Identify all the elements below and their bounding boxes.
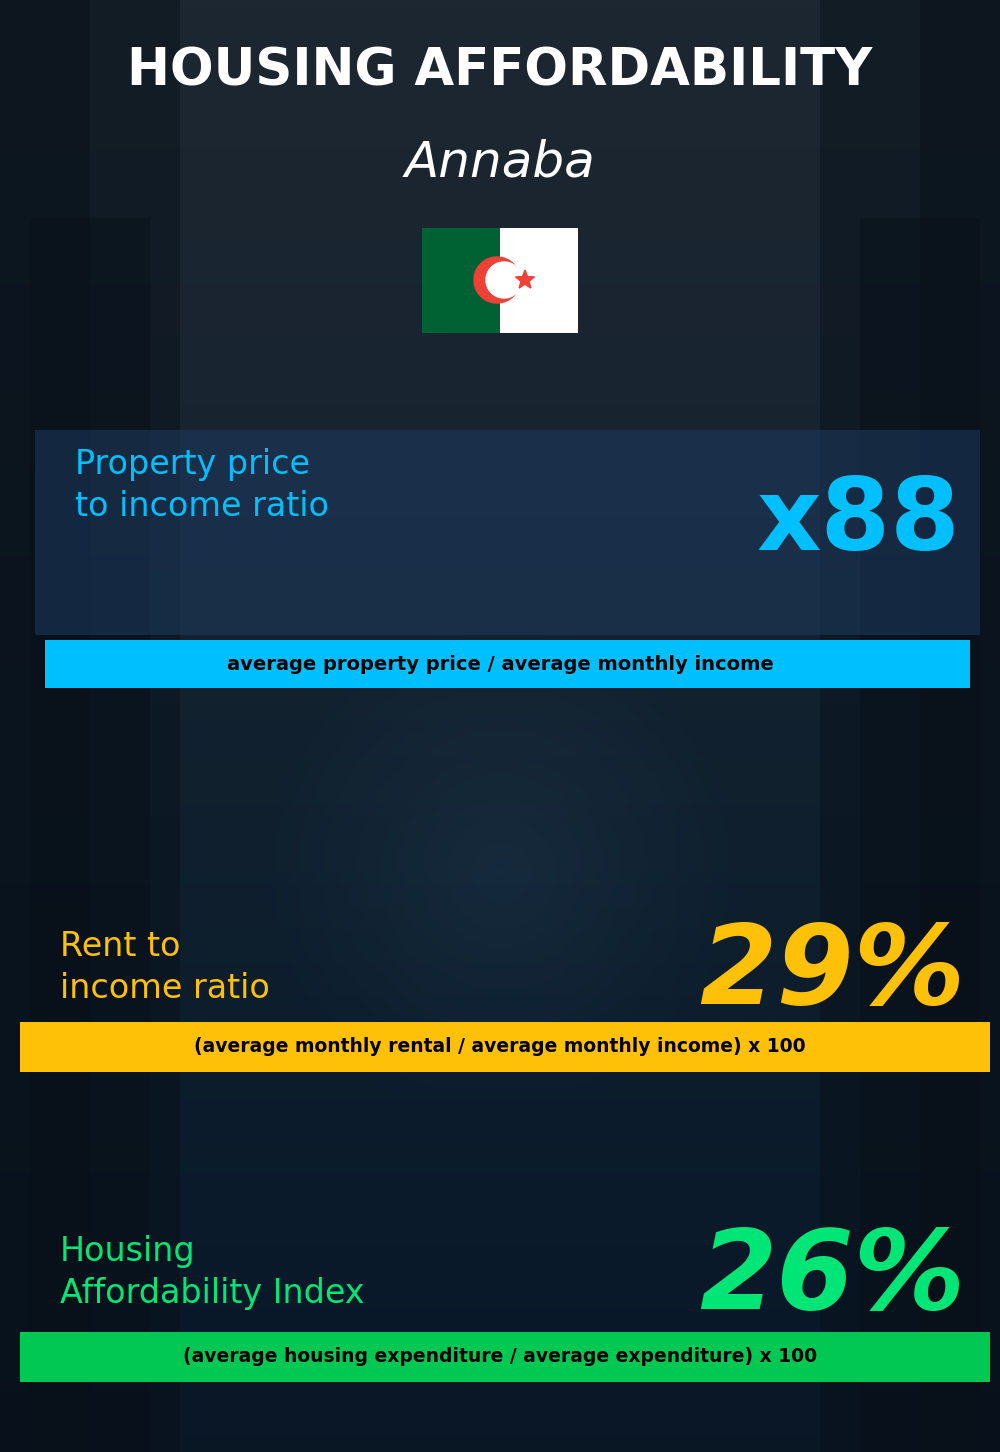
FancyBboxPatch shape [35,430,980,635]
Bar [0,0,180,1452]
Polygon shape [474,257,520,303]
Polygon shape [486,261,522,298]
Polygon shape [515,270,535,287]
Text: (average monthly rental / average monthly income) x 100: (average monthly rental / average monthl… [194,1038,806,1057]
Text: Housing
Affordability Index: Housing Affordability Index [60,1236,364,1310]
Bar [860,218,980,1452]
Bar [30,218,150,1452]
Text: Rent to
income ratio: Rent to income ratio [60,929,270,1005]
Text: average property price / average monthly income: average property price / average monthly… [227,655,773,674]
Bar [20,1331,990,1382]
Bar [422,228,500,333]
Text: Property price
to income ratio: Property price to income ratio [75,449,329,523]
Bar [20,1022,990,1072]
Text: HOUSING AFFORDABILITY: HOUSING AFFORDABILITY [127,46,873,97]
Text: x88: x88 [756,473,960,571]
Text: 26%: 26% [699,1225,965,1331]
Bar [820,0,1000,1452]
Text: Annaba: Annaba [405,138,595,186]
Bar [920,0,1000,1452]
Bar [500,228,578,333]
Bar [0,0,90,1452]
Text: (average housing expenditure / average expenditure) x 100: (average housing expenditure / average e… [183,1347,817,1366]
Text: 29%: 29% [699,921,965,1027]
Bar [45,640,970,688]
